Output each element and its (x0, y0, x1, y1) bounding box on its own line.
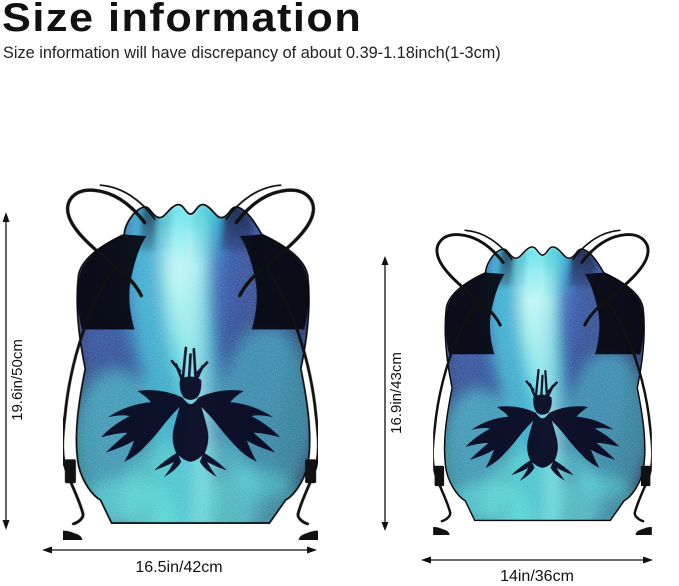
svg-text:16.9in/43cm: 16.9in/43cm (388, 352, 405, 434)
svg-text:16.5in/42cm: 16.5in/42cm (135, 559, 222, 576)
svg-text:19.6in/50cm: 19.6in/50cm (9, 339, 26, 421)
svg-text:14in/36cm: 14in/36cm (500, 568, 574, 585)
